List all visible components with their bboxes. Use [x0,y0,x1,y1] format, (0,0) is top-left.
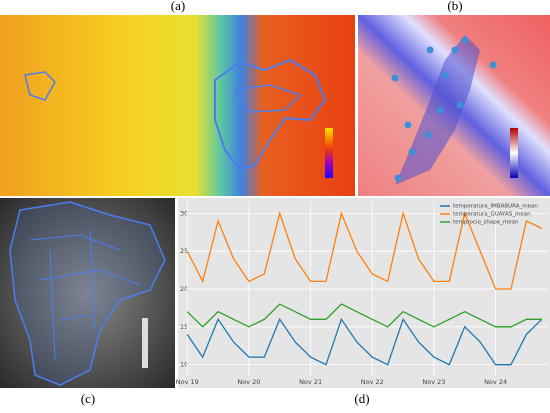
panel-label: (b) [447,0,462,13]
panel-label: (a) [171,0,185,13]
x-tick-label: Nov 23 [422,378,445,386]
map-b [358,15,550,196]
panel-label: (c) [81,391,95,406]
plot-background [178,198,550,388]
legend-label: temperatura_IMBABURA_mean [453,204,538,210]
y-tick-label: 30 [180,209,188,217]
x-tick-label: Nov 24 [484,378,507,386]
series-line [186,210,543,290]
y-tick-label: 15 [180,323,188,331]
y-tick-label: 10 [180,361,188,369]
x-tick-label: Nov 21 [299,378,322,386]
y-tick-label: 25 [180,247,188,255]
legend-label: temperatura_GUAYAS_mean [453,212,531,218]
map-a [0,15,355,196]
x-tick-label: Nov 19 [176,378,199,386]
line-chart: 10 15 20 25 30 Nov 19 Nov 20 Nov 21 Nov 22 Nov 23… [176,202,548,386]
series-line [186,303,542,328]
x-tick-label: Nov 20 [237,378,260,386]
map-c [0,198,175,388]
x-tick-label: Nov 22 [361,378,384,386]
series-line [186,317,543,366]
legend-label: temprocio_shape_mean [453,220,519,226]
y-tick-label: 20 [180,285,188,293]
panel-label: (d) [354,391,369,406]
